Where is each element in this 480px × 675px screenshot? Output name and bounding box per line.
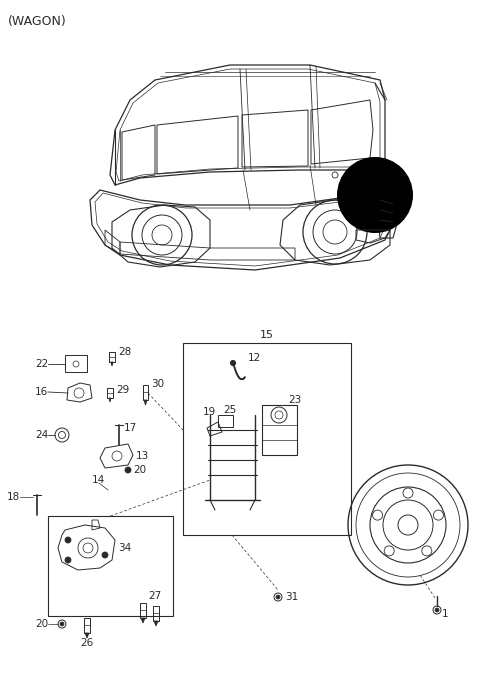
Circle shape xyxy=(230,360,236,365)
Text: 19: 19 xyxy=(203,407,216,417)
Text: 17: 17 xyxy=(124,423,137,433)
Text: 25: 25 xyxy=(223,405,236,415)
Circle shape xyxy=(65,557,71,563)
Bar xyxy=(262,405,297,455)
Text: (WAGON): (WAGON) xyxy=(8,15,67,28)
Text: 24: 24 xyxy=(35,430,48,440)
Circle shape xyxy=(65,537,71,543)
Polygon shape xyxy=(154,621,158,626)
Circle shape xyxy=(125,467,131,473)
Text: 28: 28 xyxy=(118,347,131,357)
Polygon shape xyxy=(111,362,113,366)
Text: 13: 13 xyxy=(136,451,149,461)
Text: 34: 34 xyxy=(118,543,131,553)
Circle shape xyxy=(276,595,280,599)
Text: 30: 30 xyxy=(151,379,164,389)
Text: 22: 22 xyxy=(35,359,48,369)
Text: 29: 29 xyxy=(116,385,129,395)
Text: 18: 18 xyxy=(7,492,20,502)
Bar xyxy=(48,516,173,616)
Polygon shape xyxy=(141,618,145,623)
Text: 27: 27 xyxy=(148,591,161,601)
Polygon shape xyxy=(85,633,89,638)
Text: 1: 1 xyxy=(442,609,449,619)
Text: 20: 20 xyxy=(133,465,146,475)
Text: 26: 26 xyxy=(80,638,94,648)
Polygon shape xyxy=(109,398,111,402)
Text: 23: 23 xyxy=(288,395,301,405)
Circle shape xyxy=(435,608,439,612)
Circle shape xyxy=(102,552,108,558)
Polygon shape xyxy=(144,400,147,405)
Text: 12: 12 xyxy=(248,353,261,363)
Circle shape xyxy=(60,622,64,626)
Circle shape xyxy=(337,157,413,233)
Text: 14: 14 xyxy=(92,475,105,485)
Text: 20: 20 xyxy=(35,619,48,629)
Text: 16: 16 xyxy=(35,387,48,397)
Bar xyxy=(65,355,87,372)
Text: 15: 15 xyxy=(260,330,274,340)
Text: 31: 31 xyxy=(285,592,298,602)
Bar xyxy=(218,415,233,427)
Bar xyxy=(183,343,351,535)
